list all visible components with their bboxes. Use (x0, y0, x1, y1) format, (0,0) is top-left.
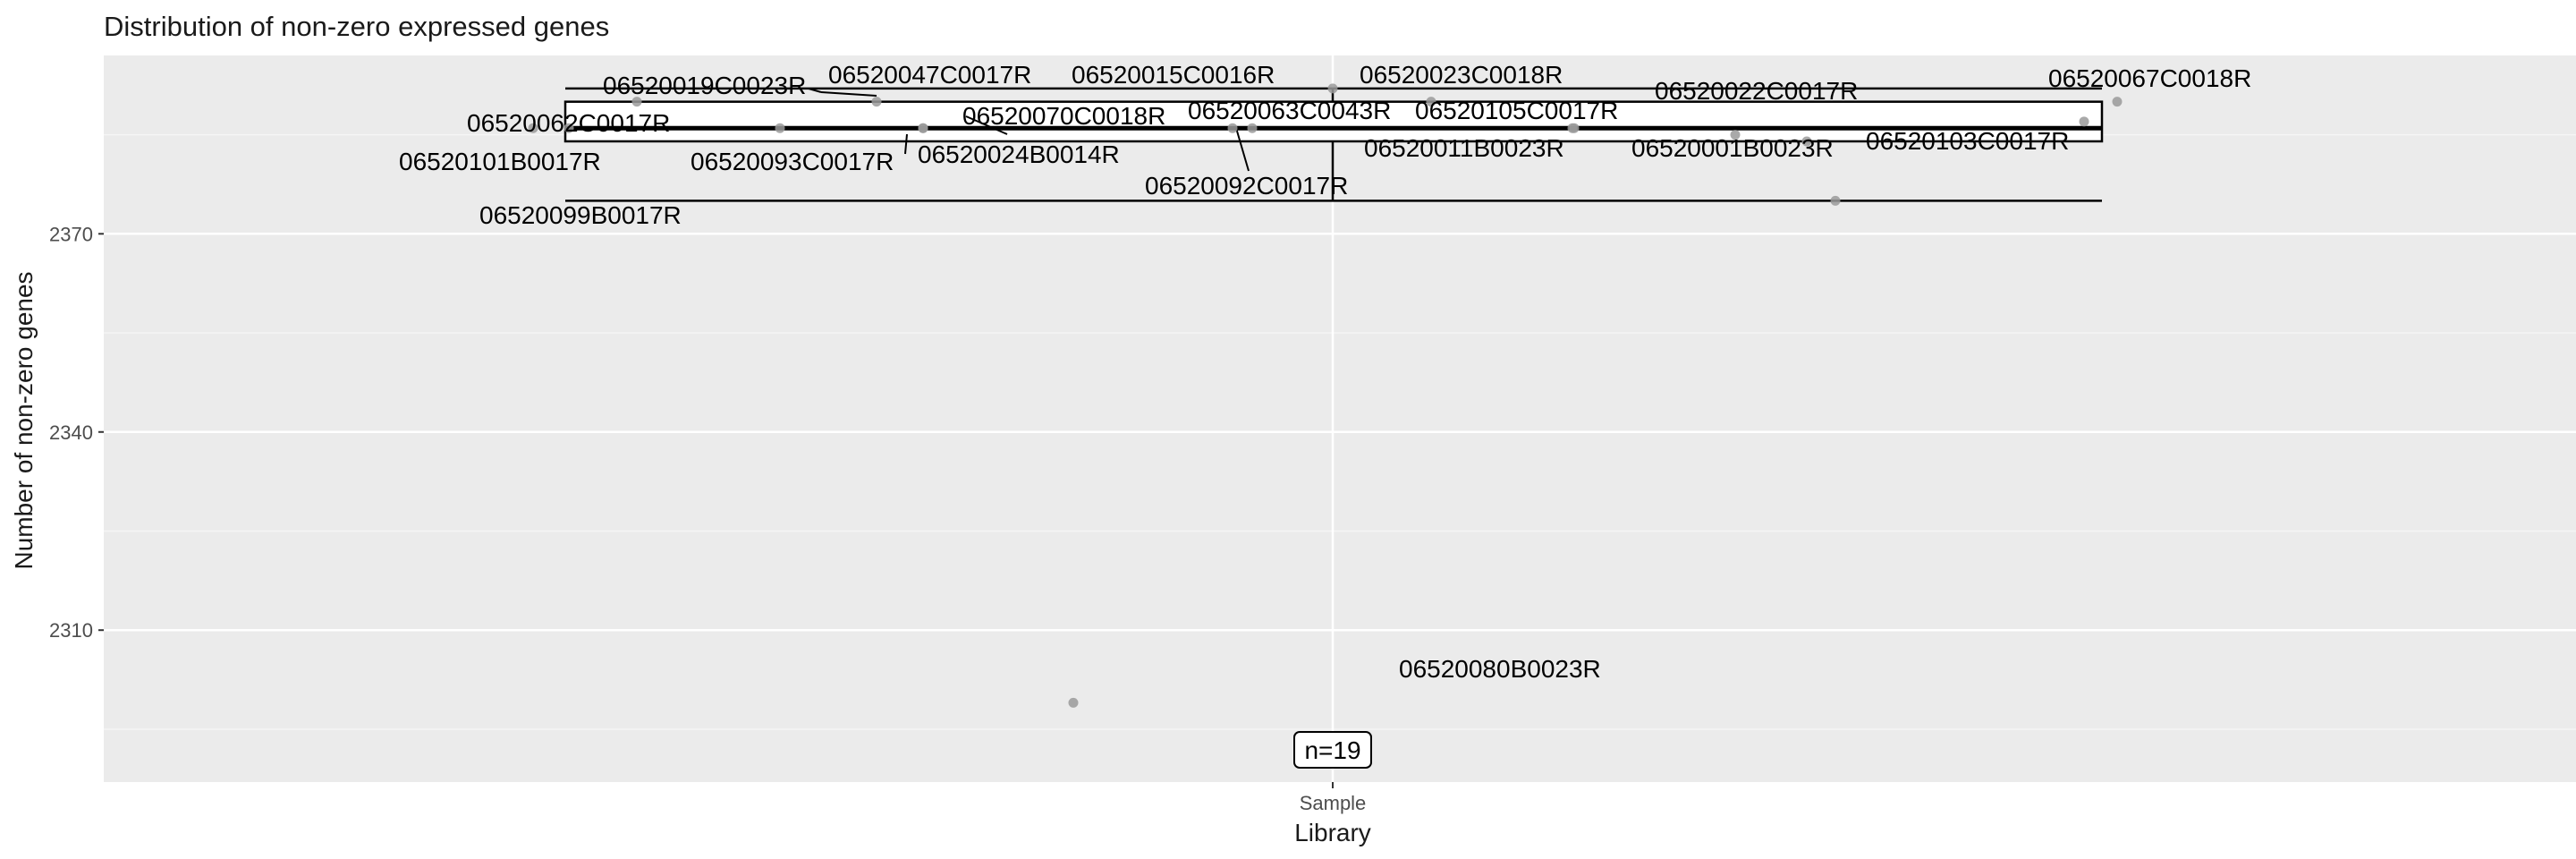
point-labels: 06520019C0023R 06520047C0017R 06520015C001… (399, 61, 2251, 683)
data-point (1730, 130, 1741, 140)
data-point (1830, 195, 1841, 206)
label-leader-line (904, 133, 908, 155)
point-label: 06520015C0016R (1072, 61, 1275, 89)
data-point (1247, 123, 1258, 133)
point-label: 06520080B0023R (1399, 655, 1601, 683)
data-point (1801, 136, 1812, 147)
point-label: 06520022C0017R (1655, 77, 1858, 105)
data-point (1227, 123, 1238, 133)
y-axis-ticks: 2310 2340 2370 (49, 223, 104, 642)
point-label: 06520101B0017R (399, 148, 601, 175)
y-tick-label: 2370 (49, 223, 93, 245)
data-point (528, 123, 538, 133)
label-leader-line (1235, 127, 1250, 172)
point-label: 06520062C0017R (467, 109, 670, 137)
chart-title: Distribution of non-zero expressed genes (104, 11, 609, 42)
data-point (1569, 123, 1580, 133)
data-point (1327, 83, 1338, 94)
n-label-box (1293, 731, 1372, 769)
point-label: 06520105C0017R (1415, 97, 1618, 124)
data-point (918, 123, 928, 133)
label-leader-line (820, 91, 877, 97)
data-point (564, 123, 574, 133)
x-tick-label: Sample (1300, 792, 1367, 814)
data-point (775, 123, 785, 133)
data-point (1426, 97, 1436, 107)
point-label: 06520099B0017R (479, 201, 682, 229)
data-point (871, 97, 882, 107)
data-point (2112, 97, 2123, 107)
point-label: 06520092C0017R (1145, 172, 1348, 200)
x-axis-title: Library (1294, 819, 1371, 846)
point-label: 06520093C0017R (691, 148, 894, 175)
point-label: 06520047C0017R (828, 61, 1031, 89)
point-label: 06520067C0018R (2048, 64, 2251, 92)
point-label: 06520024B0014R (918, 140, 1120, 168)
point-label: 06520063C0043R (1188, 97, 1391, 124)
x-axis-ticks: Sample (1300, 782, 1367, 814)
label-leader-line (808, 88, 822, 93)
plot-panel (104, 55, 2576, 782)
point-label: 06520001B0023R (1631, 134, 1834, 162)
y-tick-label: 2310 (49, 619, 93, 642)
data-point (2079, 116, 2089, 127)
y-axis-title: Number of non-zero genes (10, 271, 38, 569)
point-label: 06520011B0023R (1364, 134, 1564, 162)
point-label: 06520023C0018R (1360, 61, 1563, 89)
point-label: 06520019C0023R (603, 72, 806, 99)
data-point (1068, 697, 1079, 708)
point-label: 06520070C0018R (962, 102, 1165, 130)
data-points (528, 83, 2123, 708)
data-point (631, 97, 642, 107)
point-label: 06520103C0017R (1866, 127, 2069, 155)
n-label: n=19 (1304, 736, 1360, 764)
label-leader-lines (808, 88, 1250, 172)
y-tick-label: 2340 (49, 421, 93, 444)
label-leader-line (965, 115, 1008, 135)
box-iqr (564, 100, 2104, 143)
